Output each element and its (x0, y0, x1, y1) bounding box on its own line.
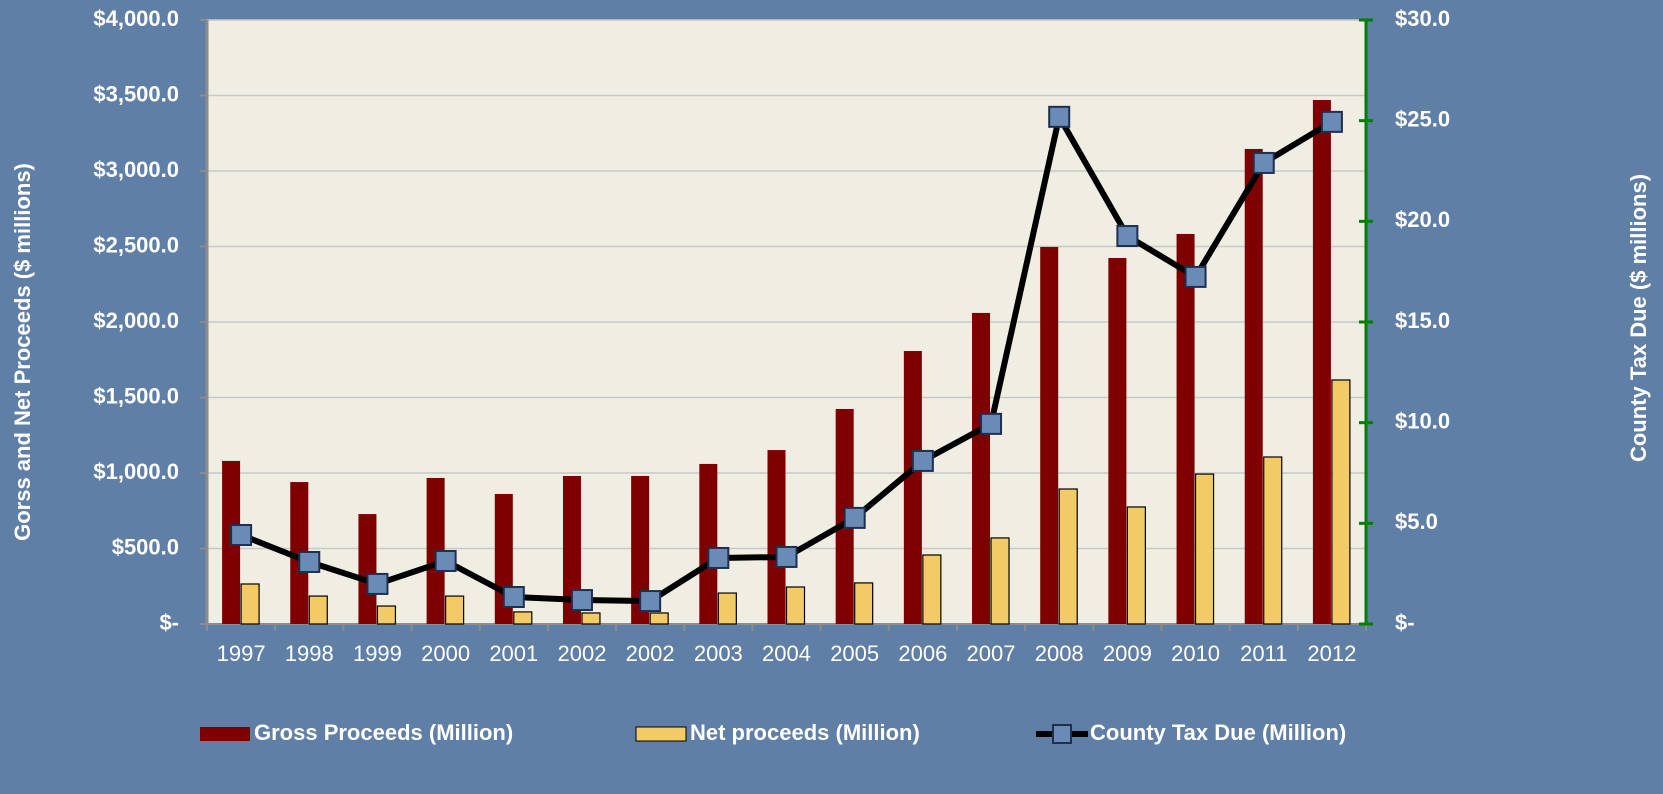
marker (1116, 225, 1139, 248)
bar (358, 514, 377, 624)
bar (1176, 233, 1195, 625)
marker (366, 572, 389, 595)
bar (562, 476, 581, 624)
x-tick-label: 2002 (626, 641, 675, 666)
marker (639, 590, 662, 613)
y-tick-label: $1,500.0 (93, 383, 179, 408)
marker (230, 524, 253, 547)
x-tick-label: 1998 (285, 641, 334, 666)
x-tick-label: 2003 (694, 641, 743, 666)
marker (843, 506, 866, 529)
y2-tick-label: $- (1395, 610, 1415, 635)
y-axis-title: Gorss and Net Proceeds ($ millions) (10, 163, 35, 541)
marker (570, 589, 593, 612)
x-tick-label: 2009 (1103, 641, 1152, 666)
marker (434, 549, 457, 572)
x-tick-label: 1999 (353, 641, 402, 666)
marker (1184, 265, 1207, 288)
bar (308, 595, 328, 625)
x-tick-label: 2002 (557, 641, 606, 666)
bar (513, 611, 533, 625)
y-tick-label: $- (159, 610, 179, 635)
y-tick-label: $2,000.0 (93, 308, 179, 333)
bar (1058, 488, 1078, 625)
bar (699, 463, 718, 624)
y2-tick-label: $30.0 (1395, 6, 1450, 31)
legend-swatch (1052, 724, 1072, 744)
y2-tick-label: $5.0 (1395, 509, 1438, 534)
bar (1126, 506, 1146, 625)
marker (298, 550, 321, 573)
y-tick-label: $4,000.0 (93, 6, 179, 31)
x-tick-label: 1997 (217, 641, 266, 666)
marker (707, 546, 730, 569)
y-tick-label: $3,000.0 (93, 157, 179, 182)
marker (502, 586, 525, 609)
legend-label: Net proceeds (Million) (690, 720, 920, 745)
marker (911, 449, 934, 472)
legend-label: Gross Proceeds (Million) (254, 720, 513, 745)
x-tick-label: 2012 (1307, 641, 1356, 666)
bar (922, 554, 942, 625)
y-tick-label: $1,000.0 (93, 459, 179, 484)
y-tick-label: $3,500.0 (93, 81, 179, 106)
y2-tick-label: $20.0 (1395, 207, 1450, 232)
bar (1263, 456, 1283, 625)
x-tick-label: 2006 (898, 641, 947, 666)
x-tick-label: 2008 (1035, 641, 1084, 666)
bar (445, 595, 465, 625)
bar (376, 605, 397, 625)
bar (649, 612, 669, 625)
bar (717, 592, 737, 625)
marker (775, 545, 798, 568)
x-tick-label: 2001 (489, 641, 538, 666)
bar (1312, 100, 1331, 624)
bar (972, 312, 991, 624)
legend-swatch (635, 726, 687, 742)
bar (903, 350, 922, 624)
bar (990, 537, 1010, 625)
x-tick-label: 2010 (1171, 641, 1220, 666)
bar (581, 612, 601, 625)
legend-swatch (200, 727, 250, 741)
bar (785, 586, 806, 625)
y2-axis-title: County Tax Due ($ millions) (1626, 174, 1651, 462)
marker (1048, 105, 1071, 128)
bar (240, 583, 260, 625)
bar (1040, 246, 1059, 624)
marker (1320, 110, 1343, 133)
bar (767, 450, 786, 624)
x-tick-label: 2005 (830, 641, 879, 666)
bar (1194, 473, 1215, 625)
bar (631, 476, 650, 624)
x-tick-label: 2000 (421, 641, 470, 666)
y-tick-label: $500.0 (112, 534, 179, 559)
marker (1252, 151, 1275, 174)
y2-tick-label: $15.0 (1395, 308, 1450, 333)
y-tick-label: $2,500.0 (93, 232, 179, 257)
x-tick-label: 2007 (967, 641, 1016, 666)
y2-tick-label: $10.0 (1395, 408, 1450, 433)
bar (1108, 257, 1127, 624)
legend-label: County Tax Due (Million) (1090, 720, 1346, 745)
x-tick-label: 2011 (1240, 641, 1287, 666)
bar (1331, 379, 1351, 625)
x-tick-label: 2004 (762, 641, 811, 666)
marker (980, 412, 1003, 435)
bar (1244, 148, 1263, 625)
bar (854, 582, 874, 625)
y2-tick-label: $25.0 (1395, 106, 1450, 131)
